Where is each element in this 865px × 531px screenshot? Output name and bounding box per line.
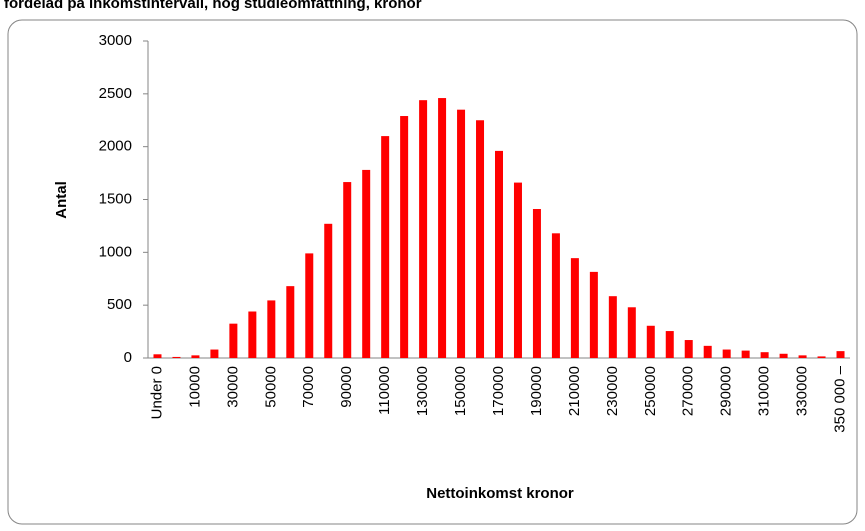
bar <box>836 351 845 358</box>
y-tick-label: 1500 <box>99 190 132 207</box>
x-tick-label: 250000 <box>642 366 659 416</box>
bar <box>438 98 447 358</box>
x-tick-label: Under 0 <box>148 366 165 419</box>
bar <box>229 323 238 358</box>
y-tick-label: 2500 <box>99 85 132 102</box>
bar <box>172 356 181 358</box>
bar <box>627 307 636 358</box>
x-tick-label: 30000 <box>224 366 241 408</box>
bar <box>570 258 579 358</box>
bar <box>286 286 295 358</box>
bar <box>400 116 409 358</box>
x-tick-label: 290000 <box>718 366 735 416</box>
y-tick-label: 500 <box>107 296 132 313</box>
bar <box>798 355 807 358</box>
chart-frame <box>7 19 858 525</box>
x-tick-label: 350 000 – <box>831 365 848 432</box>
bar <box>684 340 693 358</box>
x-tick-label: 210000 <box>566 366 583 416</box>
x-tick-label: 10000 <box>186 366 203 408</box>
bar <box>665 331 674 358</box>
x-tick-label: 230000 <box>604 366 621 416</box>
bar <box>476 120 485 358</box>
x-tick-label: 310000 <box>756 366 773 416</box>
bar <box>817 356 826 358</box>
chart-title: fördelad på inkomstintervall, hög studie… <box>4 0 422 12</box>
x-tick-label: 130000 <box>414 366 431 416</box>
x-tick-label: 50000 <box>262 366 279 408</box>
bar <box>210 349 219 358</box>
bar <box>608 296 617 358</box>
bar <box>419 100 428 358</box>
y-tick-label: 2000 <box>99 138 132 155</box>
x-tick-label: 330000 <box>794 366 811 416</box>
x-tick-label: 90000 <box>338 366 355 408</box>
bar <box>267 300 276 358</box>
bar <box>362 169 371 358</box>
bar <box>703 345 712 358</box>
bar <box>722 349 731 358</box>
bar <box>495 150 503 358</box>
bar <box>153 354 162 358</box>
bar <box>457 109 466 358</box>
bar <box>381 136 390 358</box>
bar <box>589 271 598 358</box>
x-axis-title: Nettoinkomst kronor <box>426 485 574 502</box>
x-tick-label: 150000 <box>452 366 469 416</box>
bar <box>513 182 522 358</box>
bar <box>551 233 560 358</box>
x-tick-label: 110000 <box>376 366 393 415</box>
bar <box>532 209 541 358</box>
y-tick-label: 3000 <box>99 32 132 49</box>
bar <box>248 311 257 358</box>
bar <box>305 253 314 358</box>
x-tick-label: 70000 <box>300 366 317 408</box>
bar <box>779 353 788 358</box>
y-tick-label: 0 <box>124 349 132 366</box>
bar <box>741 350 750 358</box>
bar <box>324 223 333 358</box>
y-tick-label: 1000 <box>99 243 132 260</box>
bar <box>760 352 769 358</box>
x-tick-label: 190000 <box>528 366 545 416</box>
y-axis-title: Antal <box>53 181 70 219</box>
x-tick-label: 270000 <box>680 366 697 416</box>
bar <box>646 325 655 358</box>
bar <box>343 182 352 358</box>
bar <box>191 355 200 358</box>
x-tick-label: 170000 <box>490 366 507 416</box>
